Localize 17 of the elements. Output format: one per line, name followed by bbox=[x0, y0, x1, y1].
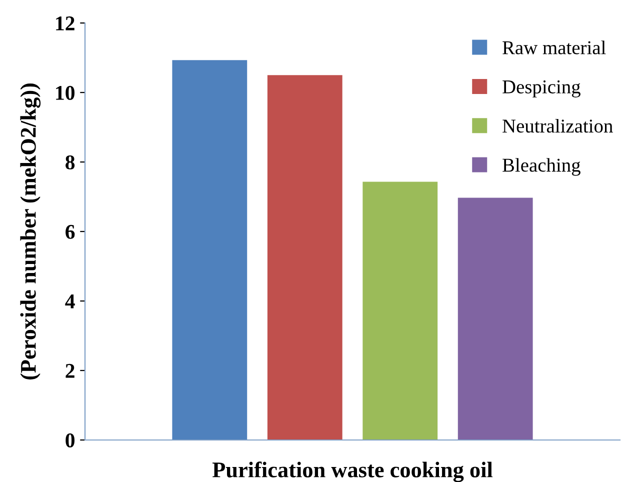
y-tick-label: 4 bbox=[65, 294, 75, 308]
y-tick-label: 0 bbox=[66, 433, 74, 448]
y-tick-label: 10 bbox=[56, 86, 74, 100]
bar bbox=[458, 198, 533, 440]
legend-label: Bleaching bbox=[502, 158, 580, 176]
y-tick-label: 12 bbox=[56, 16, 74, 30]
y-tick-label: 8 bbox=[66, 155, 75, 170]
y-axis-title: (Peroxide number (mekO2/kg)) bbox=[20, 84, 41, 380]
bar bbox=[172, 60, 248, 440]
x-axis-title: Purification waste cooking oil bbox=[212, 462, 493, 482]
y-tick-label: 6 bbox=[66, 224, 75, 239]
legend-label: Despicing bbox=[502, 80, 580, 98]
bar bbox=[362, 182, 438, 440]
legend-label: Raw material bbox=[502, 40, 606, 54]
bar bbox=[267, 75, 342, 440]
y-tick-label: 2 bbox=[66, 364, 74, 378]
legend-label: Neutralization bbox=[502, 118, 613, 133]
